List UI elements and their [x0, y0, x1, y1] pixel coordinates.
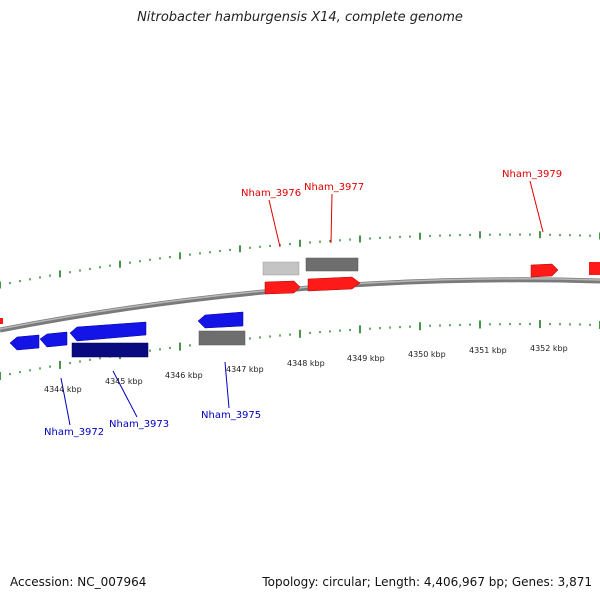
- cds-edge-left[interactable]: [0, 318, 3, 324]
- leader-nham-3979: [529, 180, 544, 233]
- cds-nham-3973[interactable]: [69, 321, 147, 342]
- label-nham-3972[interactable]: Nham_3972: [44, 427, 104, 438]
- leader-nham-3976: [268, 199, 281, 248]
- tick-label-4349: 4349 kbp: [347, 354, 385, 363]
- upper-tick-row: [0, 231, 600, 289]
- label-nham-3975[interactable]: Nham_3975: [201, 410, 261, 421]
- cds-nham-3977[interactable]: [307, 276, 361, 292]
- cds-edge-forward[interactable]: [589, 262, 600, 275]
- genome-backbone: [0, 277, 600, 333]
- tick-label-4350: 4350 kbp: [408, 350, 446, 359]
- leader-nham-3977: [330, 193, 333, 244]
- tick-label-4344: 4344 kbp: [44, 385, 82, 394]
- cds-reverse-1[interactable]: [9, 334, 40, 351]
- cds-reverse-2[interactable]: [39, 331, 68, 348]
- label-nham-3977[interactable]: Nham_3977: [304, 182, 364, 193]
- forward-strand-features: [262, 257, 600, 295]
- label-nham-3976[interactable]: Nham_3976: [241, 188, 301, 199]
- label-nham-3979[interactable]: Nham_3979: [502, 169, 562, 180]
- cds-nham-3979[interactable]: [530, 263, 559, 278]
- reverse-strand-features: [0, 311, 246, 358]
- cds-nham-3976[interactable]: [264, 280, 301, 295]
- tick-label-4352: 4352 kbp: [530, 344, 568, 353]
- tick-label-4348: 4348 kbp: [287, 359, 325, 368]
- tick-label-4347: 4347 kbp: [226, 365, 264, 374]
- feature-light-gray[interactable]: [262, 261, 300, 276]
- feature-dark-gray[interactable]: [305, 257, 359, 272]
- tick-label-4345: 4345 kbp: [105, 377, 143, 386]
- leader-nham-3973: [112, 370, 138, 418]
- leader-nham-3972: [60, 377, 71, 426]
- label-leader-lines: [60, 180, 544, 426]
- map-title: Nitrobacter hamburgensis X14, complete g…: [137, 10, 463, 25]
- cds-reverse-4[interactable]: [197, 311, 244, 329]
- accession-text: Accession: NC_007964: [10, 575, 147, 589]
- tick-label-4346: 4346 kbp: [165, 371, 203, 380]
- label-nham-3973[interactable]: Nham_3973: [109, 419, 169, 430]
- leader-nham-3975: [224, 361, 230, 409]
- genome-backbone-highlight: [0, 278, 600, 330]
- tick-label-4351: 4351 kbp: [469, 346, 507, 355]
- genome-summary-text: Topology: circular; Length: 4,406,967 bp…: [262, 575, 592, 589]
- cds-nham-3975-gray[interactable]: [198, 330, 246, 346]
- cds-nham-3972-dark[interactable]: [71, 342, 149, 358]
